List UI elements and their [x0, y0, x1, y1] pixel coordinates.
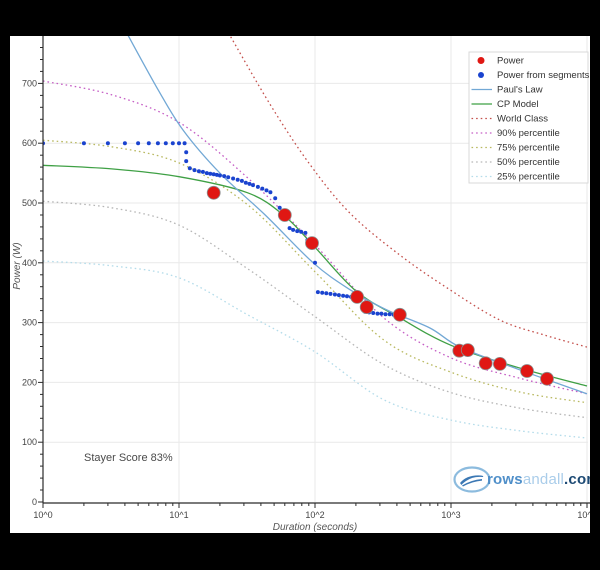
legend-label: 25% percentile	[497, 172, 560, 183]
y-tick-label: 200	[22, 377, 37, 387]
y-tick-label: 0	[32, 497, 37, 507]
legend-label: 90% percentile	[497, 128, 560, 139]
y-tick-label: 500	[22, 198, 37, 208]
y-tick-label: 100	[22, 437, 37, 447]
legend-item-power-from-segments: Power from segments	[478, 70, 590, 81]
x-tick-label: 10^2	[305, 510, 324, 520]
y-tick-label: 600	[22, 138, 37, 148]
y-tick-label: 400	[22, 258, 37, 268]
x-axis-title: Duration (seconds)	[273, 522, 357, 533]
legend-label: Power from segments	[497, 70, 590, 81]
power-duration-chart: 0 100 200 300 400 500 600 700 10^0 10^1 10^2 10^3 10…	[12, 36, 590, 533]
legend-item-75-percentile: 75% percentile	[471, 143, 560, 154]
watermark-text-andall: andall	[522, 471, 565, 488]
series-75-percentile	[43, 139, 588, 404]
plot-area	[43, 36, 588, 439]
legend-item-power: Power	[477, 56, 524, 67]
x-tick-label: 10^0	[33, 510, 52, 520]
series-power	[206, 185, 554, 386]
legend: Power Power from segments Paul's Law CP Mod…	[468, 51, 590, 184]
legend-label: Paul's Law	[497, 85, 543, 96]
legend-label: 50% percentile	[497, 157, 560, 168]
legend-item-paul-s-law: Paul's Law	[471, 85, 543, 96]
y-tick-label: 300	[22, 318, 37, 328]
chart-panel: 0 100 200 300 400 500 600 700 10^0 10^1 10^2 10^3 10…	[10, 36, 590, 533]
axes: 0 100 200 300 400 500 600 700 10^0 10^1 10^2 10^3 10…	[12, 36, 590, 533]
legend-item-90-percentile: 90% percentile	[471, 128, 560, 139]
x-tick-label: 10^4	[577, 510, 590, 520]
legend-item-world-class: World Class	[471, 114, 548, 125]
legend-item-25-percentile: 25% percentile	[471, 172, 560, 183]
legend-item-cp-model: CP Model	[471, 99, 539, 110]
series-50-percentile	[43, 200, 588, 419]
legend-label: World Class	[497, 114, 548, 125]
rowsandall-logo-icon	[453, 466, 491, 493]
y-axis-title: Power (W)	[12, 242, 23, 289]
x-tick-label: 10^3	[441, 510, 460, 520]
y-tick-label: 700	[22, 78, 37, 88]
stayer-score-label: Stayer Score 83%	[84, 452, 173, 464]
legend-label: Power	[497, 56, 524, 67]
watermark-text-rows: rows	[487, 471, 523, 488]
watermark-text-com: .com	[564, 471, 590, 488]
legend-label: 75% percentile	[497, 143, 560, 154]
x-tick-label: 10^1	[169, 510, 188, 520]
legend-label: CP Model	[497, 99, 539, 110]
legend-item-50-percentile: 50% percentile	[471, 157, 560, 168]
